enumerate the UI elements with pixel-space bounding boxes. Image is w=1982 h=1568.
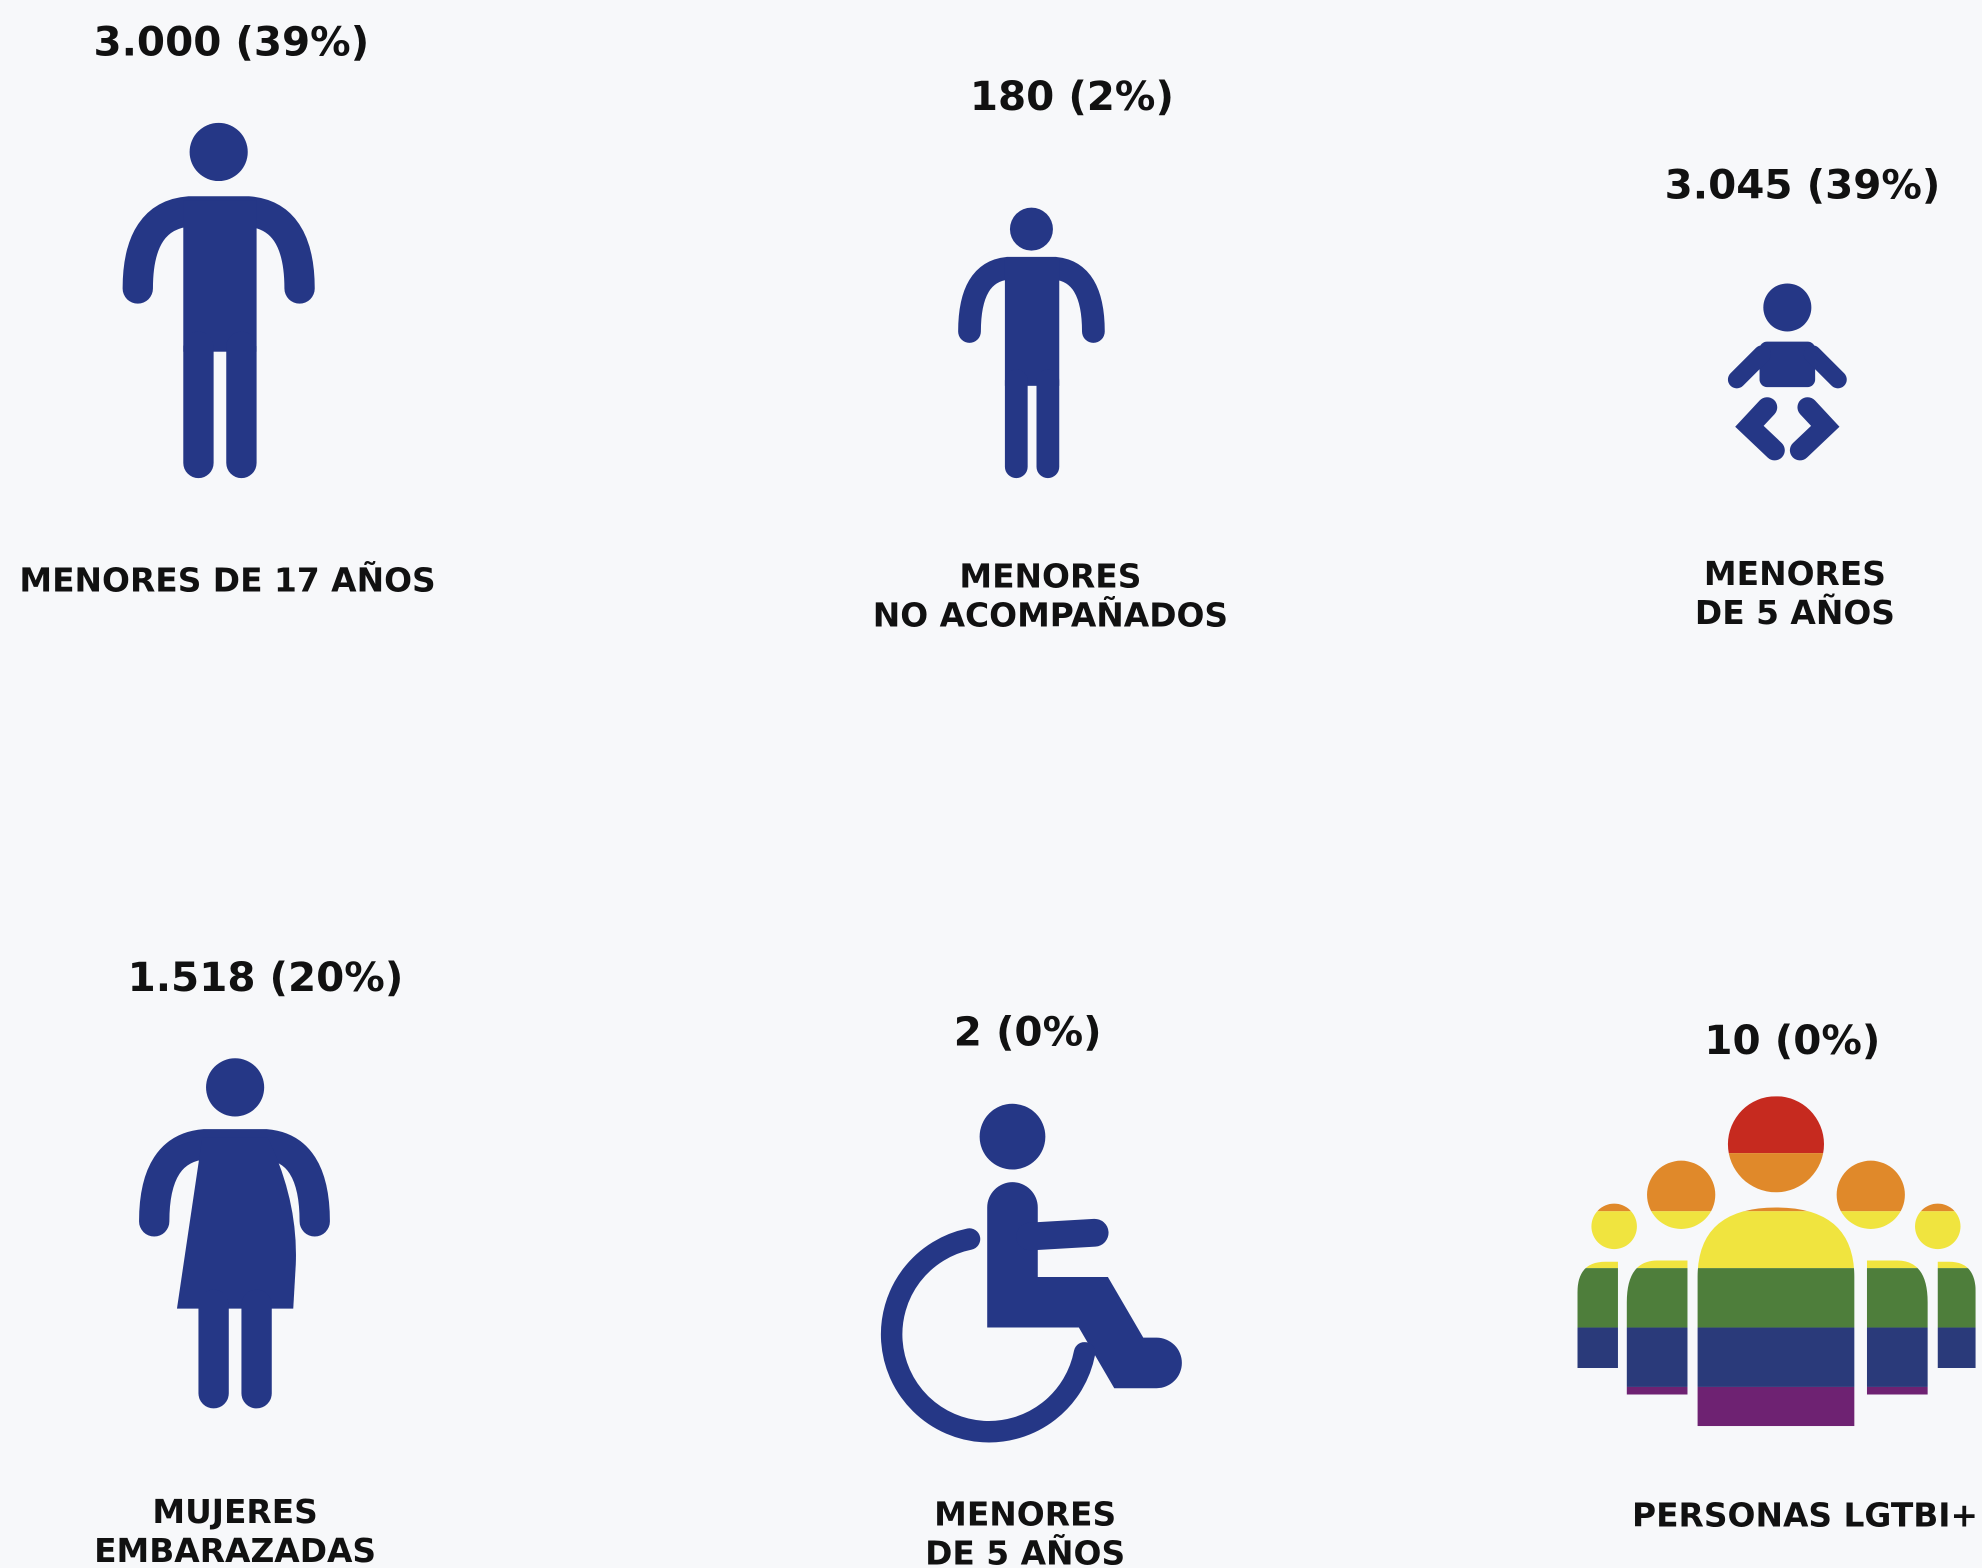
category-label: EMBARAZADAS: [94, 1531, 376, 1568]
value-label: 1.518 (20%): [128, 953, 404, 1001]
category-label: DE 5 AÑOS: [1695, 592, 1895, 632]
figure-gap: [1618, 1276, 1935, 1429]
category-label: MUJERES: [152, 1492, 317, 1531]
person-icon: [122, 122, 315, 479]
pregnant-icon: [139, 1058, 330, 1409]
category-label: MENORES: [934, 1494, 1116, 1533]
category-label: DE 5 AÑOS: [925, 1533, 1125, 1568]
category-label: PERSONAS LGTBI+: [1632, 1496, 1978, 1535]
wheelchair-icon: [880, 1103, 1182, 1443]
child-icon: [958, 207, 1105, 479]
category-label: MENORES: [1704, 554, 1886, 593]
category-label: NO ACOMPAÑADOS: [873, 595, 1228, 635]
baby-icon: [1727, 283, 1847, 461]
value-label: 3.000 (39%): [93, 18, 369, 66]
value-label: 3.045 (39%): [1665, 160, 1941, 208]
value-label: 180 (2%): [970, 72, 1174, 120]
category-label: MENORES DE 17 AÑOS: [19, 559, 435, 599]
category-label: MENORES: [959, 556, 1141, 595]
value-label: 2 (0%): [954, 1007, 1102, 1055]
value-label: 10 (0%): [1704, 1016, 1880, 1064]
